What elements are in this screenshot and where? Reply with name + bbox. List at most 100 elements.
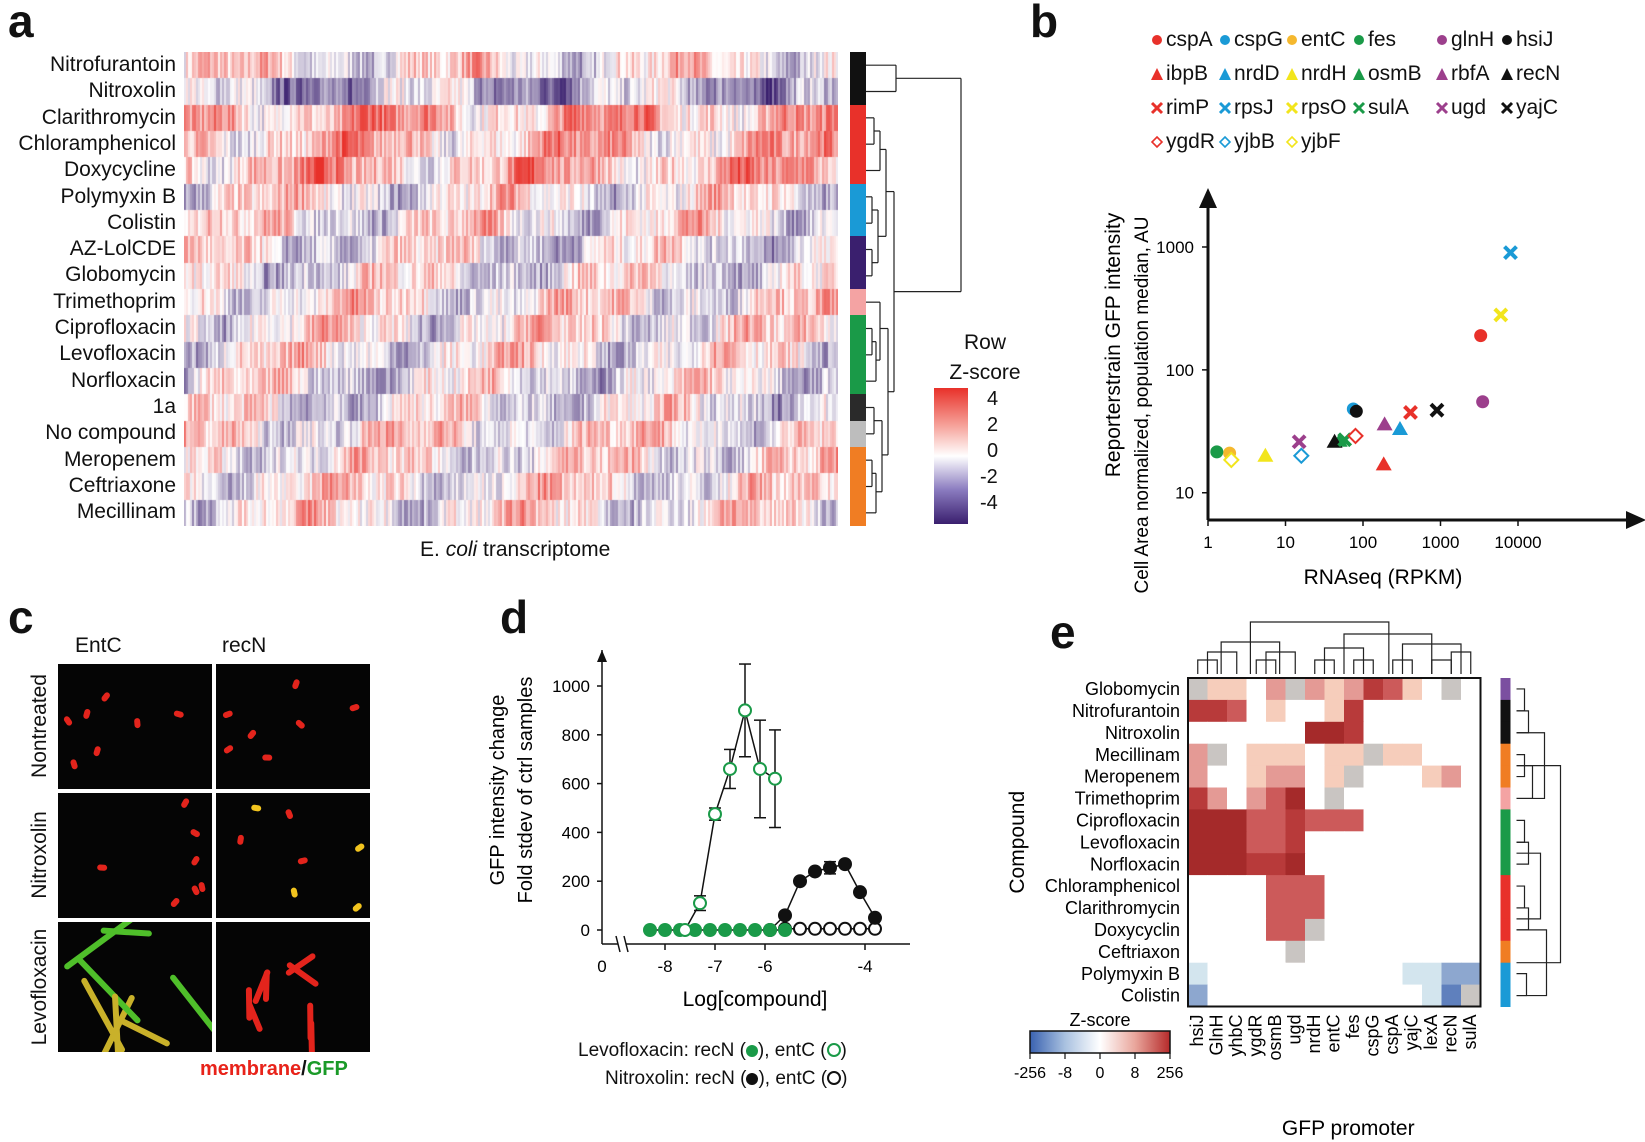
- legend-label: ygdR: [1166, 130, 1216, 153]
- heatmap-cell: [1422, 765, 1442, 788]
- cluster-color-segment: [1500, 765, 1511, 788]
- heatmap-x-label: E. coli transcriptome: [420, 538, 611, 561]
- heatmap-cell: [1324, 765, 1345, 788]
- heatmap-cell: [1266, 984, 1286, 1007]
- data-point: [703, 923, 717, 937]
- heatmap-cell: [1207, 678, 1228, 701]
- heatmap-row-label: Chloramphenicol: [18, 131, 176, 155]
- heatmap-cell: [1246, 721, 1267, 745]
- heatmap-cell: [1246, 962, 1267, 986]
- legend-entry: glnH: [1435, 28, 1494, 52]
- diamond-marker-icon: [1285, 135, 1299, 149]
- heatmap-cell: [1422, 699, 1442, 723]
- data-point-rbfA: [1376, 416, 1393, 431]
- data-point-fes: [1210, 445, 1224, 459]
- heatmap-row-label: Globomycin: [65, 263, 176, 287]
- filled-black-circle-icon: [746, 1073, 759, 1085]
- heatmap-cell: [1207, 984, 1228, 1007]
- heatmap-row-label: Trimethoprim: [1075, 789, 1180, 809]
- x-marker-icon: [1218, 101, 1232, 115]
- heatmap-cell: [1422, 875, 1442, 898]
- heatmap-cell: [1422, 962, 1442, 986]
- heatmap-cell: [1441, 699, 1462, 723]
- heatmap-col-label: recN: [1440, 1015, 1460, 1053]
- heatmap-cell: [1324, 743, 1345, 767]
- filled-green-circle-icon: [745, 1045, 758, 1057]
- heatmap-cell: [1207, 897, 1228, 920]
- promoter-heatmap: GlobomycinNitrofurantoinNitroxolinMecill…: [1006, 621, 1562, 1140]
- heatmap-cell: [1188, 699, 1208, 723]
- heatmap-cell: [1383, 897, 1403, 920]
- heatmap-row-label: Nitroxolin: [88, 79, 176, 103]
- cluster-color-segment: [850, 447, 866, 474]
- heatmap-cell: [1422, 743, 1442, 767]
- heatmap-cell: [1344, 809, 1364, 832]
- data-point: [708, 807, 722, 822]
- heatmap-cell: [1324, 678, 1345, 701]
- heatmap-col-label: yhbC: [1226, 1015, 1246, 1057]
- heatmap-cell: [1285, 787, 1306, 810]
- heatmap-cell: [1441, 984, 1462, 1007]
- heatmap-cell: [1305, 699, 1325, 723]
- cluster-color-segment: [850, 394, 866, 422]
- heatmap-cell: [1363, 853, 1384, 876]
- dendrogram-branch: [1516, 710, 1530, 734]
- heatmap-cell: [1383, 875, 1403, 898]
- heatmap-cell: [1305, 809, 1325, 832]
- heatmap-cell: [1305, 765, 1325, 788]
- heatmap-cell: [1441, 831, 1462, 854]
- heatmap-col-label: ugd: [1284, 1015, 1304, 1045]
- y-tick-label: 600: [562, 775, 590, 794]
- heatmap-col-label: yajC: [1401, 1015, 1421, 1051]
- heatmap-cell: [1266, 765, 1286, 788]
- heatmap-cell: [1324, 699, 1345, 723]
- heatmap-cell: [1461, 721, 1481, 745]
- microscopy-row-label: Nontreated: [28, 674, 51, 778]
- cluster-color-segment: [850, 157, 866, 185]
- heatmap-cell: [1188, 940, 1208, 964]
- heatmap-row-label: Clarithromycin: [1065, 898, 1180, 918]
- heatmap-cell: [1324, 962, 1345, 986]
- legend-entry: fes: [1352, 28, 1396, 52]
- legend-entry: rpsO: [1285, 96, 1347, 120]
- cluster-color-segment: [850, 131, 866, 158]
- cluster-color-segment: [850, 236, 866, 264]
- heatmap-cell: [1324, 984, 1345, 1007]
- heatmap-cell: [1305, 918, 1325, 942]
- heatmap-cell: [1402, 940, 1423, 964]
- heatmap-cell: [1422, 897, 1442, 920]
- cluster-color-segment: [1500, 831, 1511, 854]
- cluster-color-segment: [850, 210, 866, 237]
- heatmap-cell: [1227, 875, 1247, 898]
- heatmap-row-label: Nitrofurantoin: [1072, 701, 1180, 721]
- data-point: [808, 864, 822, 879]
- y-tick-label: 0: [581, 921, 590, 940]
- legend-entry: rimP: [1150, 96, 1209, 120]
- colorbar-tick-label: 0: [1096, 1065, 1105, 1082]
- heatmap-cell: [1344, 678, 1364, 701]
- heatmap-cell: [1461, 699, 1481, 723]
- dendrogram-branch: [1516, 819, 1526, 843]
- y-tick-label: 1000: [552, 677, 590, 696]
- heatmap-col-label: nrdH: [1304, 1015, 1324, 1054]
- legend-entry: sulA: [1352, 96, 1409, 120]
- data-point: [853, 921, 867, 936]
- heatmap-cell: [1266, 678, 1286, 701]
- dendrogram-branch: [1265, 651, 1296, 674]
- stain-caption: membrane/GFP: [200, 1058, 348, 1081]
- heatmap-cell: [1207, 875, 1228, 898]
- dose-response-plot: 0 200 400 600 800 1000 0 -8 -7 -6 -4 Log[compound] G…: [487, 650, 910, 1011]
- heatmap-cell: [1383, 940, 1403, 964]
- heatmap-cell: [1227, 721, 1247, 745]
- heatmap-row-label: Nitroxolin: [1105, 723, 1180, 743]
- heatmap-cell: [1383, 699, 1403, 723]
- heatmap-cell: [1441, 940, 1462, 964]
- heatmap-row-label: Colistin: [1121, 986, 1180, 1006]
- data-point: [678, 923, 692, 937]
- heatmap-cell: [1383, 853, 1403, 876]
- heatmap-cell: [1227, 678, 1247, 701]
- heatmap-row-label: Chloramphenicol: [1045, 876, 1180, 896]
- gene-legend: cspA cspG entC fes glnH hsiJ ibpB nrdD nrdH osmB r…: [1150, 28, 1645, 158]
- heatmap-cell: [1285, 918, 1306, 942]
- micrograph-tile: [58, 922, 212, 1052]
